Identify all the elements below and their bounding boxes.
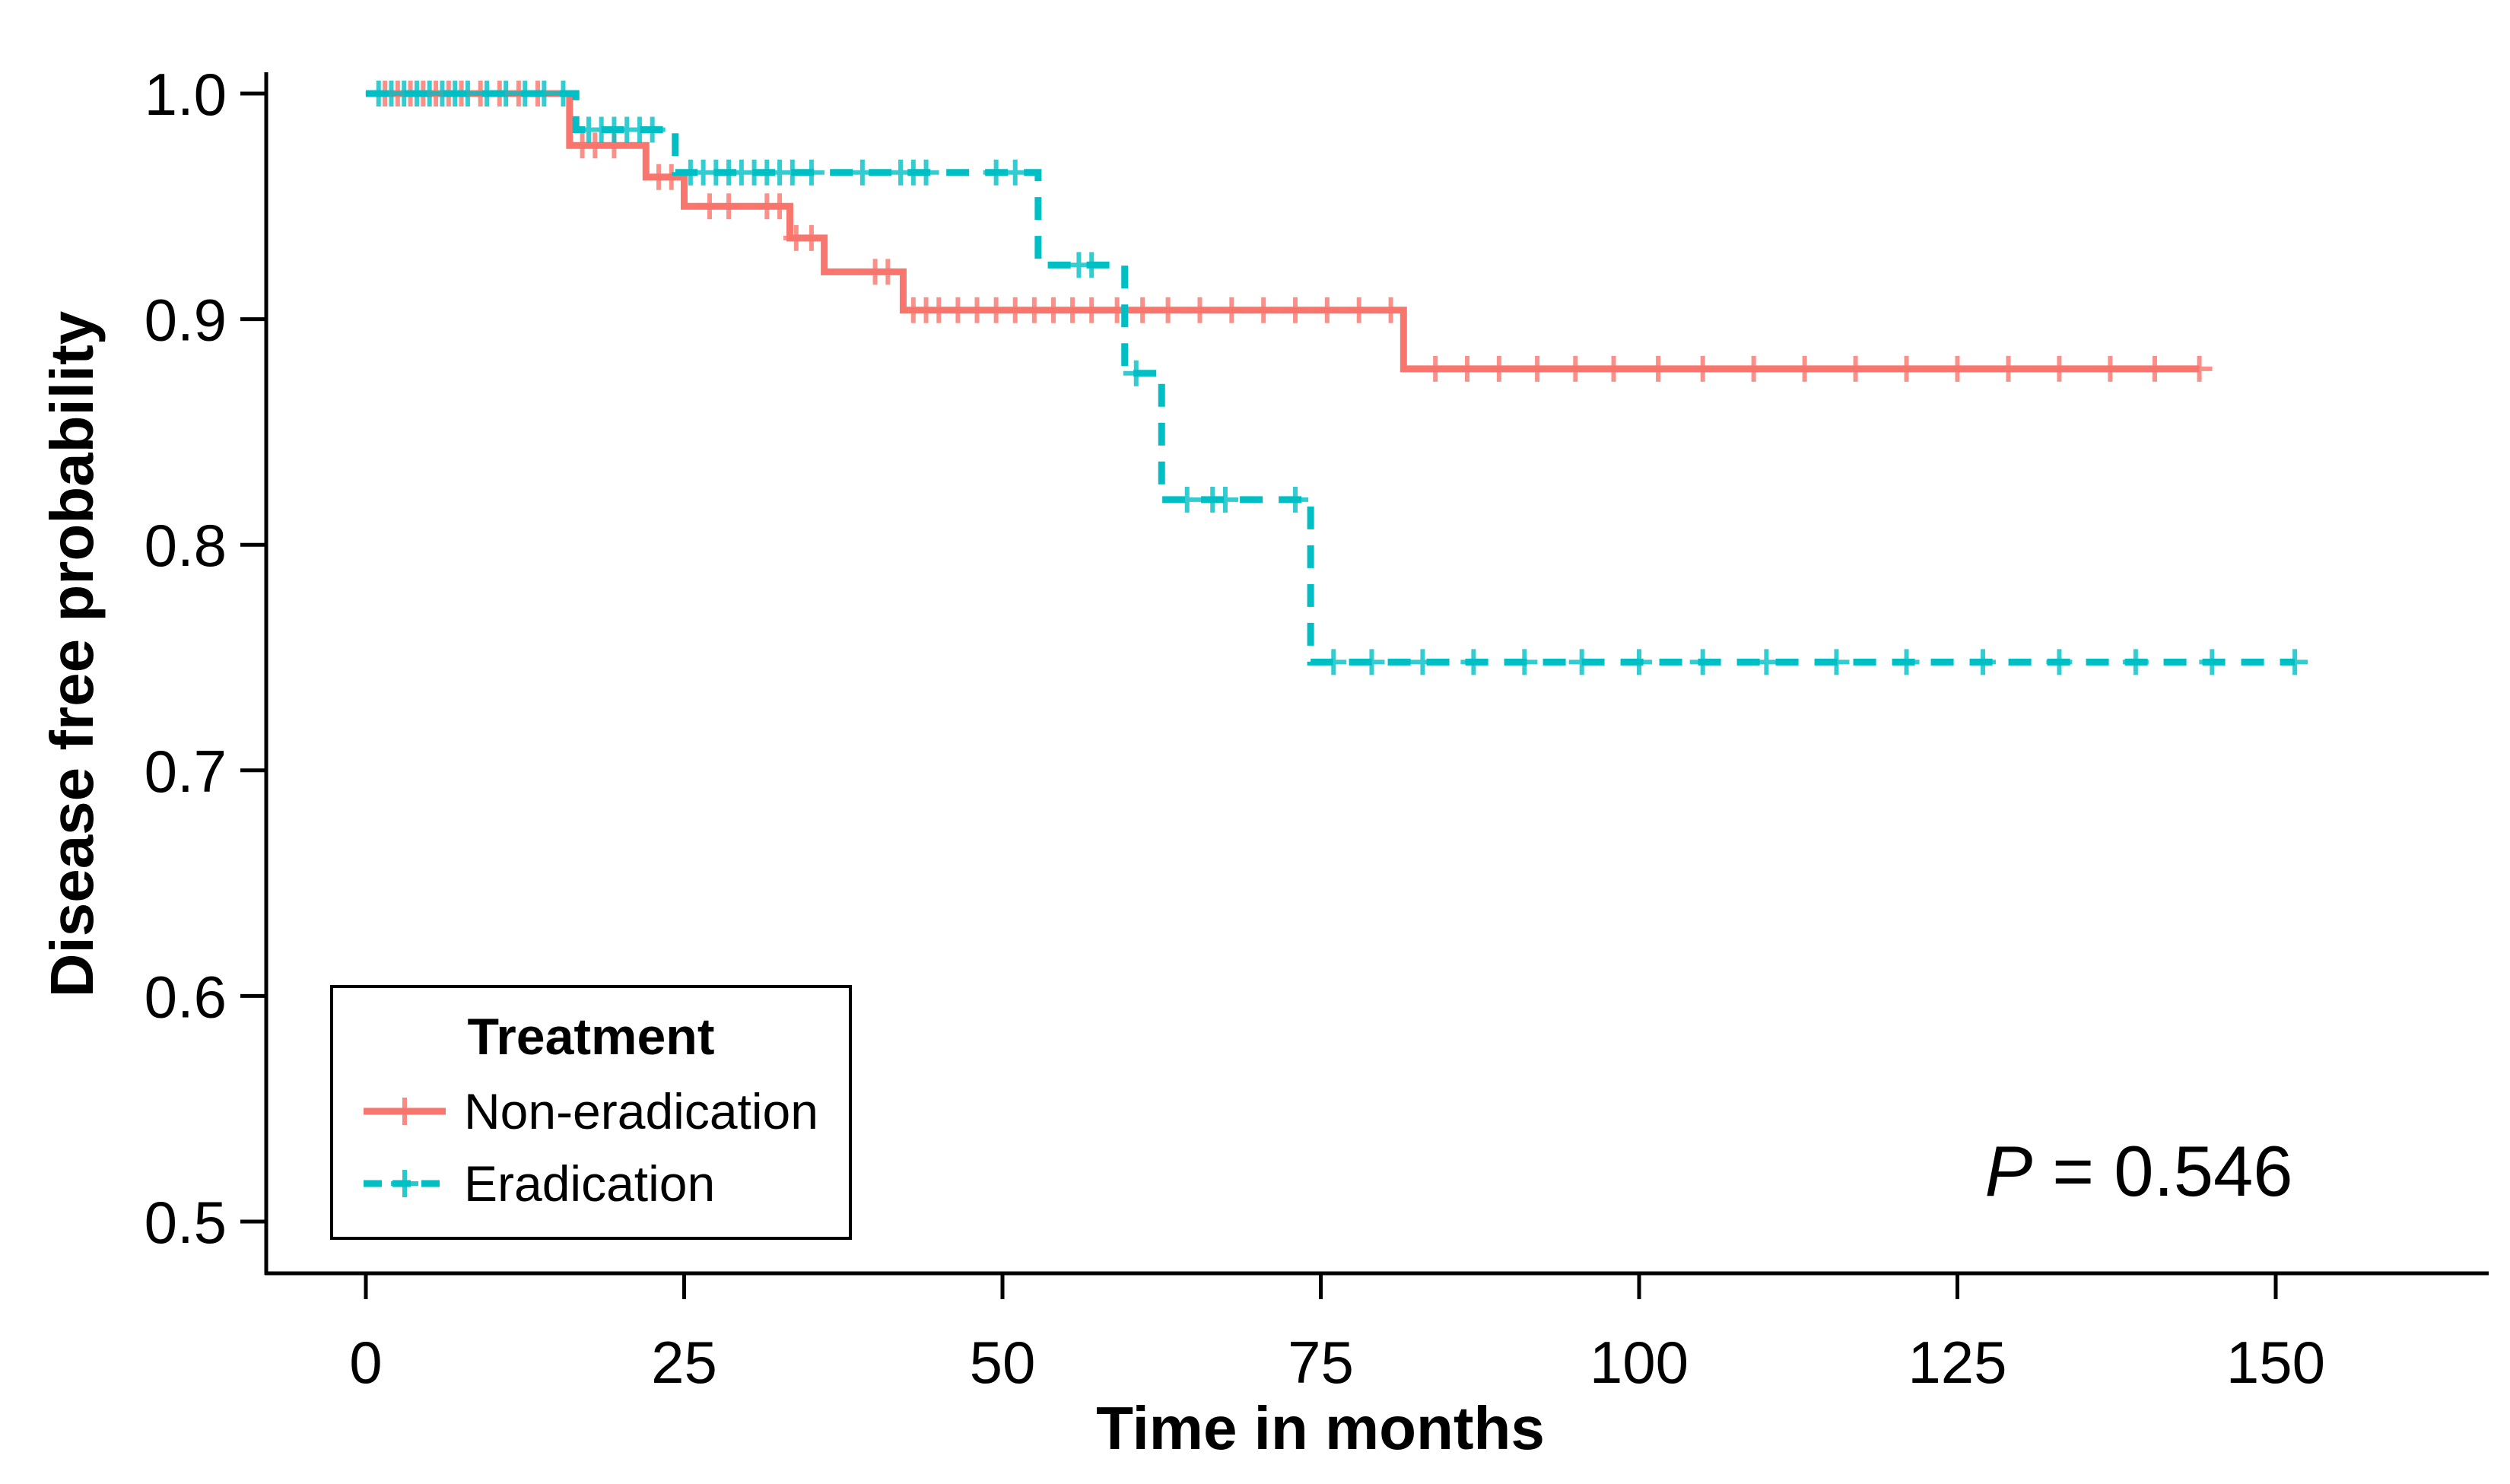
y-tick-label: 0.8 (145, 512, 227, 579)
p-value-annotation: P = 0.546 (1984, 1130, 2292, 1212)
x-tick-label: 50 (970, 1329, 1036, 1396)
non-eradication-censor-marks (372, 81, 2213, 382)
y-tick-label: 0.5 (145, 1189, 227, 1256)
legend-label-eradication: Eradication (464, 1155, 716, 1212)
legend-label-non-eradication: Non-eradication (464, 1082, 818, 1139)
legend-item-non-eradication: Non-eradication (333, 1075, 849, 1147)
x-tick-label: 0 (349, 1329, 382, 1396)
x-tick-label: 125 (1908, 1329, 2006, 1396)
y-axis-title: Disease free probability (38, 310, 106, 998)
y-tick-label: 0.9 (145, 287, 227, 354)
x-tick-label: 150 (2226, 1329, 2325, 1396)
y-tick-label: 0.6 (145, 963, 227, 1030)
legend-item-eradication: Eradication (333, 1147, 849, 1219)
eradication-censor-marks (365, 81, 2308, 675)
x-tick-label: 75 (1288, 1329, 1354, 1396)
p-symbol: P (1984, 1131, 2033, 1211)
p-value-text: = 0.546 (2032, 1131, 2293, 1211)
y-tick-label: 0.7 (145, 738, 227, 805)
y-tick-label: 1.0 (145, 61, 227, 128)
x-axis-title: Time in months (1096, 1394, 1545, 1462)
x-tick-label: 100 (1590, 1329, 1689, 1396)
eradication-key-icon (364, 1169, 446, 1197)
non-eradication-key-icon (364, 1097, 446, 1125)
legend-title: Treatment (467, 1008, 715, 1066)
x-tick-label: 25 (651, 1329, 717, 1396)
legend-box: Treatment Non-eradication Eradication (330, 985, 852, 1240)
